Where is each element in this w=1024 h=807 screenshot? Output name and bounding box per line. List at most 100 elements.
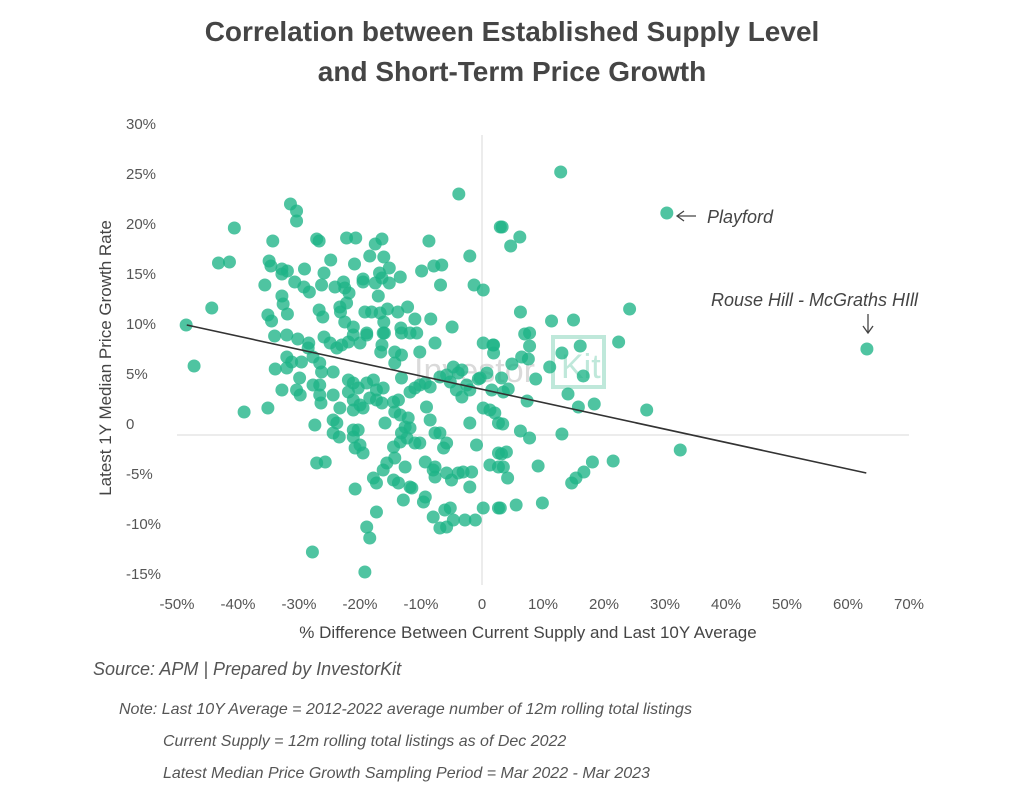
data-point <box>363 249 377 263</box>
data-point <box>428 336 442 350</box>
x-tick-label: 40% <box>711 596 741 613</box>
data-point <box>612 335 626 349</box>
data-point <box>673 443 687 457</box>
data-point <box>471 372 485 386</box>
chart-title-line-1: Correlation between Established Supply L… <box>204 16 820 47</box>
data-point <box>268 362 282 376</box>
data-point <box>554 165 568 179</box>
data-point <box>545 314 559 328</box>
data-point <box>371 289 385 303</box>
data-point <box>368 276 382 290</box>
data-point <box>363 391 377 405</box>
data-point <box>443 501 457 515</box>
data-point <box>509 498 523 512</box>
data-point <box>375 232 389 246</box>
y-tick-label: 20% <box>126 216 156 233</box>
data-point <box>452 187 466 201</box>
data-point <box>312 234 326 248</box>
data-point <box>348 482 362 496</box>
data-point <box>860 342 874 356</box>
x-axis-label: % Difference Between Current Supply and … <box>299 623 756 642</box>
data-point <box>445 320 459 334</box>
data-point <box>276 297 290 311</box>
data-point <box>587 397 601 411</box>
data-point <box>290 204 304 218</box>
data-point <box>418 455 432 469</box>
data-point <box>543 360 557 374</box>
data-point <box>640 403 654 417</box>
data-point <box>495 220 509 234</box>
data-points <box>179 165 874 579</box>
data-point <box>376 326 390 340</box>
note-line-3: Latest Median Price Growth Sampling Peri… <box>163 765 650 782</box>
data-point <box>317 266 331 280</box>
data-point <box>360 328 374 342</box>
y-tick-label: -5% <box>126 466 153 483</box>
x-tick-label: 30% <box>650 596 680 613</box>
playford-arrowhead-icon <box>675 210 685 222</box>
data-point <box>265 314 279 328</box>
data-point <box>410 326 424 340</box>
data-point <box>391 476 405 490</box>
data-point <box>366 373 380 387</box>
data-point <box>266 234 280 248</box>
data-point <box>408 312 422 326</box>
data-point <box>523 326 537 340</box>
data-point <box>348 441 362 455</box>
data-point <box>380 302 394 316</box>
data-point <box>501 471 515 485</box>
y-axis-label: Latest 1Y Median Price Growth Rate <box>96 220 115 496</box>
data-point <box>535 496 549 510</box>
data-point <box>280 328 294 342</box>
data-point <box>398 460 412 474</box>
x-tick-label: 50% <box>772 596 802 613</box>
chart-title-line-2: and Short-Term Price Growth <box>317 56 707 87</box>
data-point <box>376 381 390 395</box>
data-point <box>333 401 347 415</box>
data-point <box>268 329 282 343</box>
data-point <box>501 382 515 396</box>
data-point <box>413 345 427 359</box>
x-tick-label: -50% <box>159 596 194 613</box>
data-point <box>179 318 193 332</box>
data-point <box>529 372 543 386</box>
data-point <box>496 460 510 474</box>
data-point <box>423 413 437 427</box>
data-point <box>487 346 501 360</box>
data-point <box>187 359 201 373</box>
data-point <box>377 315 391 329</box>
data-point <box>520 394 534 408</box>
data-point <box>313 378 327 392</box>
data-point <box>315 278 329 292</box>
data-point <box>513 424 527 438</box>
data-point <box>391 305 405 319</box>
data-point <box>468 513 482 527</box>
data-point <box>437 441 451 455</box>
data-point <box>428 470 442 484</box>
y-tick-label: 25% <box>126 166 156 183</box>
x-tick-label: -30% <box>281 596 316 613</box>
data-point <box>488 406 502 420</box>
data-point <box>513 305 527 319</box>
data-point <box>374 345 388 359</box>
data-point <box>280 264 294 278</box>
data-point <box>363 531 377 545</box>
data-point <box>523 339 537 353</box>
data-point <box>280 361 294 375</box>
data-point <box>377 250 391 264</box>
x-tick-label: -20% <box>342 596 377 613</box>
data-point <box>476 336 490 350</box>
data-point <box>302 285 316 299</box>
data-point <box>499 445 513 459</box>
source-text: Source: APM | Prepared by InvestorKit <box>93 659 402 679</box>
data-point <box>318 455 332 469</box>
data-point <box>375 396 389 410</box>
x-axis-ticks: -50% -40% -30% -20% -10% 0 10% 20% 30% 40% 50% 60% 7… <box>159 596 924 613</box>
data-point <box>305 545 319 559</box>
data-point <box>523 431 537 445</box>
x-tick-label: 0 <box>478 596 486 613</box>
data-point <box>446 513 460 527</box>
data-point <box>258 278 272 292</box>
data-point <box>505 357 519 371</box>
data-point <box>463 249 477 263</box>
